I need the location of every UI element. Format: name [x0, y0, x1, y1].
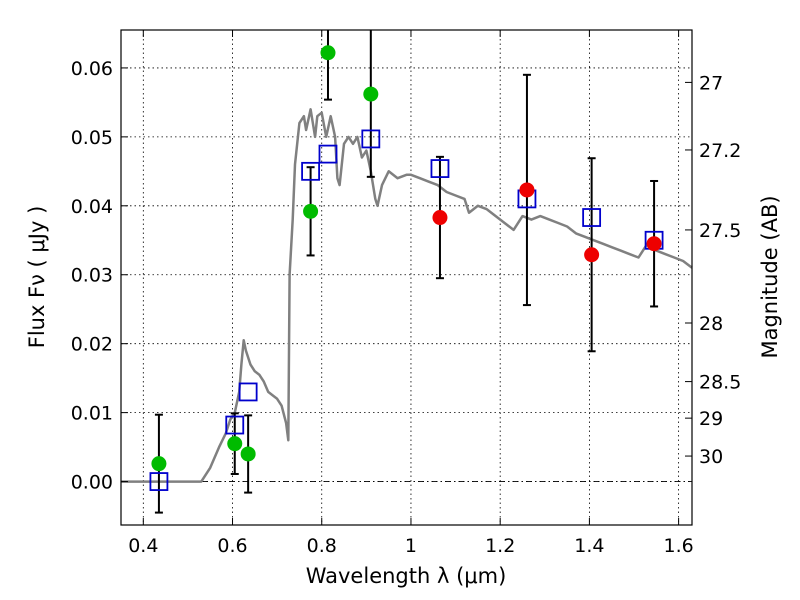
- detection-point: [646, 236, 662, 252]
- detection-point: [519, 182, 535, 198]
- detection-point: [584, 247, 600, 263]
- x-tick-label: 0.8: [307, 535, 337, 557]
- y-axis-title-left: Flux Fν ( μJy ): [25, 206, 49, 349]
- y-tick-label: 0.06: [71, 58, 113, 80]
- x-tick-label: 1.6: [664, 535, 694, 557]
- y-axis-title-right: Magnitude (AB): [758, 195, 782, 358]
- detection-point: [303, 203, 319, 219]
- model-band-flux-square: [430, 159, 450, 178]
- y-tick-label: 0.04: [71, 196, 113, 218]
- detection-point: [363, 86, 379, 102]
- model-band-flux-square: [149, 472, 169, 491]
- right-tick-label: 28: [699, 313, 723, 335]
- model-band-flux-square: [582, 208, 602, 227]
- x-tick-label: 1.2: [485, 535, 515, 557]
- right-tick-label: 30: [699, 446, 723, 468]
- y-tick-label: 0.01: [71, 403, 113, 425]
- right-tick-label: 29: [699, 408, 723, 430]
- y-tick-label: 0.02: [71, 334, 113, 356]
- x-tick-label: 1.4: [574, 535, 604, 557]
- model-band-flux-square: [361, 129, 381, 149]
- detection-point: [432, 210, 448, 226]
- tick-layer: 0.4 0.6 0.8 1 1.2 1.4 1.6 0.00 0.01 0.02 0.03 0.04 0…: [71, 30, 741, 557]
- model-layer: [121, 108, 693, 483]
- model-band-flux-square: [225, 415, 245, 435]
- model-band-flux-square: [238, 382, 258, 402]
- right-tick-label: 27.2: [699, 140, 741, 162]
- model-band-flux-square: [318, 144, 338, 164]
- x-tick-label: 1: [405, 535, 417, 557]
- model-spectrum-line: [121, 108, 693, 483]
- right-tick-label: 28.5: [699, 372, 741, 394]
- detection-point: [151, 456, 167, 472]
- grid-layer: [121, 30, 692, 525]
- x-tick-label: 0.6: [217, 535, 247, 557]
- x-tick-label: 0.4: [128, 535, 158, 557]
- right-tick-label: 27.5: [699, 220, 741, 242]
- plot-frame: [120, 29, 693, 526]
- y-tick-label: 0.05: [71, 127, 113, 149]
- y-tick-label: 0.03: [71, 265, 113, 287]
- y-tick-label: 0.00: [71, 472, 113, 494]
- detection-point: [320, 45, 336, 61]
- x-axis-title: Wavelength λ (μm): [306, 564, 507, 588]
- model-band-flux-square: [301, 161, 320, 181]
- marker-layer: [149, 45, 664, 491]
- right-tick-label: 27: [699, 72, 723, 94]
- detection-point: [240, 446, 256, 462]
- detection-point: [227, 436, 243, 452]
